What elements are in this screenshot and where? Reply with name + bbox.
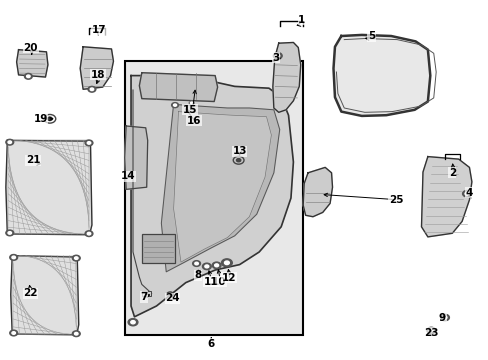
Circle shape bbox=[10, 255, 18, 260]
Text: 6: 6 bbox=[207, 339, 214, 349]
Polygon shape bbox=[161, 104, 279, 272]
Circle shape bbox=[85, 231, 93, 237]
Polygon shape bbox=[80, 47, 113, 89]
Circle shape bbox=[12, 332, 16, 334]
Text: 14: 14 bbox=[121, 171, 136, 181]
Text: 23: 23 bbox=[423, 328, 438, 338]
Circle shape bbox=[74, 257, 78, 260]
Circle shape bbox=[426, 327, 435, 334]
Polygon shape bbox=[333, 35, 429, 116]
Text: 22: 22 bbox=[23, 288, 38, 298]
Circle shape bbox=[8, 231, 12, 234]
Bar bbox=[142, 234, 175, 263]
Circle shape bbox=[214, 264, 218, 267]
Circle shape bbox=[194, 262, 198, 265]
Circle shape bbox=[168, 293, 171, 296]
Circle shape bbox=[212, 262, 221, 269]
Circle shape bbox=[85, 140, 93, 146]
Circle shape bbox=[442, 316, 446, 319]
Circle shape bbox=[88, 86, 96, 92]
Circle shape bbox=[189, 101, 194, 105]
Circle shape bbox=[204, 265, 208, 268]
Text: 20: 20 bbox=[23, 42, 38, 53]
Bar bbox=[142, 291, 151, 296]
Circle shape bbox=[10, 330, 18, 336]
Text: 17: 17 bbox=[91, 24, 106, 35]
Circle shape bbox=[275, 54, 279, 57]
Circle shape bbox=[273, 53, 282, 59]
Text: 10: 10 bbox=[211, 276, 226, 287]
Circle shape bbox=[90, 88, 94, 91]
Circle shape bbox=[6, 230, 14, 236]
Polygon shape bbox=[421, 157, 471, 237]
Polygon shape bbox=[272, 42, 300, 112]
Text: 12: 12 bbox=[221, 273, 236, 283]
Circle shape bbox=[74, 332, 78, 335]
Text: 3: 3 bbox=[272, 53, 279, 63]
Text: 5: 5 bbox=[367, 31, 374, 41]
Circle shape bbox=[47, 117, 52, 121]
Circle shape bbox=[192, 261, 200, 266]
Circle shape bbox=[171, 103, 178, 108]
Circle shape bbox=[87, 141, 91, 144]
Circle shape bbox=[440, 314, 448, 321]
Polygon shape bbox=[17, 50, 48, 77]
Text: 21: 21 bbox=[26, 155, 41, 165]
Circle shape bbox=[224, 261, 229, 265]
Text: 25: 25 bbox=[388, 195, 403, 205]
Circle shape bbox=[462, 190, 470, 197]
Text: 9: 9 bbox=[438, 312, 445, 323]
Circle shape bbox=[221, 259, 232, 267]
Text: 16: 16 bbox=[186, 116, 201, 126]
Circle shape bbox=[26, 75, 30, 78]
Polygon shape bbox=[173, 112, 271, 262]
Circle shape bbox=[428, 329, 432, 332]
Circle shape bbox=[128, 319, 138, 326]
Text: 13: 13 bbox=[232, 146, 246, 156]
Text: 19: 19 bbox=[33, 114, 48, 124]
Polygon shape bbox=[131, 76, 293, 317]
Circle shape bbox=[24, 73, 32, 79]
Text: 4: 4 bbox=[465, 188, 472, 198]
Text: 11: 11 bbox=[203, 276, 218, 287]
Circle shape bbox=[130, 321, 135, 324]
Text: 24: 24 bbox=[165, 293, 180, 303]
Circle shape bbox=[72, 255, 80, 261]
Circle shape bbox=[464, 192, 468, 195]
Polygon shape bbox=[124, 126, 147, 189]
Circle shape bbox=[87, 232, 91, 235]
Circle shape bbox=[8, 141, 12, 144]
Text: 15: 15 bbox=[182, 105, 197, 115]
Text: 8: 8 bbox=[194, 270, 201, 280]
Circle shape bbox=[202, 263, 211, 270]
Text: 7: 7 bbox=[140, 292, 148, 302]
Circle shape bbox=[72, 331, 80, 337]
Text: 18: 18 bbox=[90, 70, 105, 80]
Bar bbox=[124, 61, 303, 335]
Circle shape bbox=[12, 256, 16, 259]
Circle shape bbox=[173, 104, 176, 106]
Text: 1: 1 bbox=[298, 15, 305, 25]
Polygon shape bbox=[303, 167, 332, 217]
Circle shape bbox=[6, 139, 14, 145]
Circle shape bbox=[190, 102, 192, 104]
Polygon shape bbox=[139, 73, 217, 102]
Polygon shape bbox=[11, 256, 79, 335]
Text: 2: 2 bbox=[448, 168, 455, 178]
Polygon shape bbox=[6, 140, 92, 235]
Circle shape bbox=[236, 159, 240, 162]
